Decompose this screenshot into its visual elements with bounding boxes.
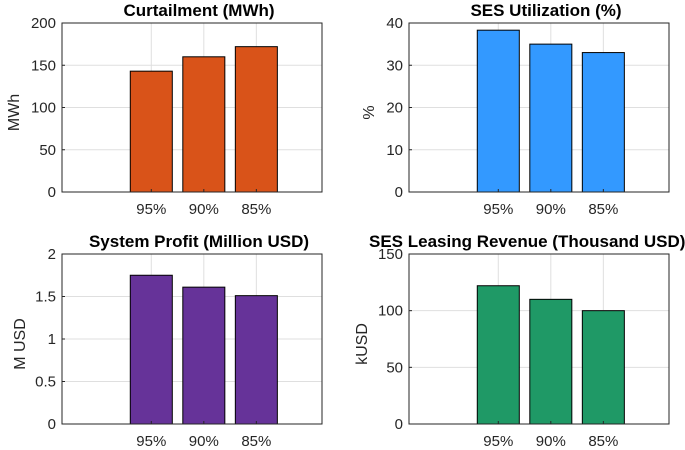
chart-ses-utilization: 0 10 20 30 40 95% 90% 85%% SES Utilization (%) — [361, 1, 670, 218]
chart-ses-leasing-revenue: 0 50 100 150 95% 90% 85% kUSD SES Leasing Revenu… — [354, 232, 685, 450]
x-tick-label: 85% — [588, 201, 618, 218]
bar-2 — [529, 43, 573, 193]
y-tick-label: 20 — [386, 100, 403, 117]
x-tick-label: 85% — [241, 433, 271, 450]
y-axis-label: M USD — [12, 318, 29, 370]
y-tick-label: 0 — [395, 416, 403, 433]
y-tick-label: 0 — [395, 184, 403, 201]
x-tick-label: 85% — [588, 433, 618, 450]
y-tick-label: 50 — [39, 142, 56, 159]
bar-2 — [529, 298, 573, 425]
x-tick-label: 95% — [483, 433, 513, 450]
x-tick-label: 90% — [536, 201, 566, 218]
bar-3 — [581, 310, 625, 425]
y-tick-label: 150 — [31, 57, 56, 74]
x-tick-label: 90% — [189, 433, 219, 450]
bar-3 — [581, 52, 625, 193]
y-axis-label: kUSD — [354, 323, 371, 365]
x-tick-label: 85% — [241, 201, 271, 218]
bar-1 — [129, 274, 173, 425]
y-tick-label: 100 — [31, 100, 56, 117]
chart-curtailment: 0 50 100 150 200 95% 90% 85% MWh Curtailment (MWh… — [6, 1, 323, 218]
y-tick-label: 0.5 — [35, 374, 56, 391]
chart-title: Curtailment (MWh) — [123, 1, 274, 20]
bar-2 — [182, 286, 226, 425]
bar-1 — [476, 285, 520, 425]
y-tick-label: 50 — [386, 359, 403, 376]
y-tick-label: 1 — [48, 331, 56, 348]
x-tick-label: 90% — [536, 433, 566, 450]
y-tick-label: 40 — [386, 15, 403, 32]
y-tick-label: 10 — [386, 142, 403, 159]
y-tick-label: 200 — [31, 15, 56, 32]
bar-3 — [234, 295, 278, 425]
y-tick-label: 2 — [48, 246, 56, 263]
y-axis-label: MWh — [6, 94, 23, 131]
bar-2 — [182, 56, 226, 193]
chart-title: System Profit (Million USD) — [89, 232, 309, 251]
y-tick-label: 0 — [48, 184, 56, 201]
y-tick-label: 100 — [378, 303, 403, 320]
chart-title: SES Leasing Revenue (Thousand USD) — [369, 232, 685, 251]
bar-1 — [129, 70, 173, 193]
y-tick-label: 150 — [378, 246, 403, 263]
x-tick-label: 95% — [136, 201, 166, 218]
chart-system-profit: 0 0.5 1 1.5 2 95% 90% 85% M USD System Profit (Mi… — [12, 232, 323, 450]
x-tick-label: 95% — [483, 201, 513, 218]
bar-1 — [476, 29, 520, 193]
x-tick-label: 95% — [136, 433, 166, 450]
y-tick-label: 30 — [386, 57, 403, 74]
y-axis-label: % — [361, 105, 378, 119]
chart-title: SES Utilization (%) — [470, 1, 621, 20]
x-tick-label: 90% — [189, 201, 219, 218]
y-tick-label: 0 — [48, 416, 56, 433]
bar-3 — [234, 46, 278, 193]
y-tick-label: 1.5 — [35, 289, 56, 306]
axes-frame — [408, 253, 670, 425]
